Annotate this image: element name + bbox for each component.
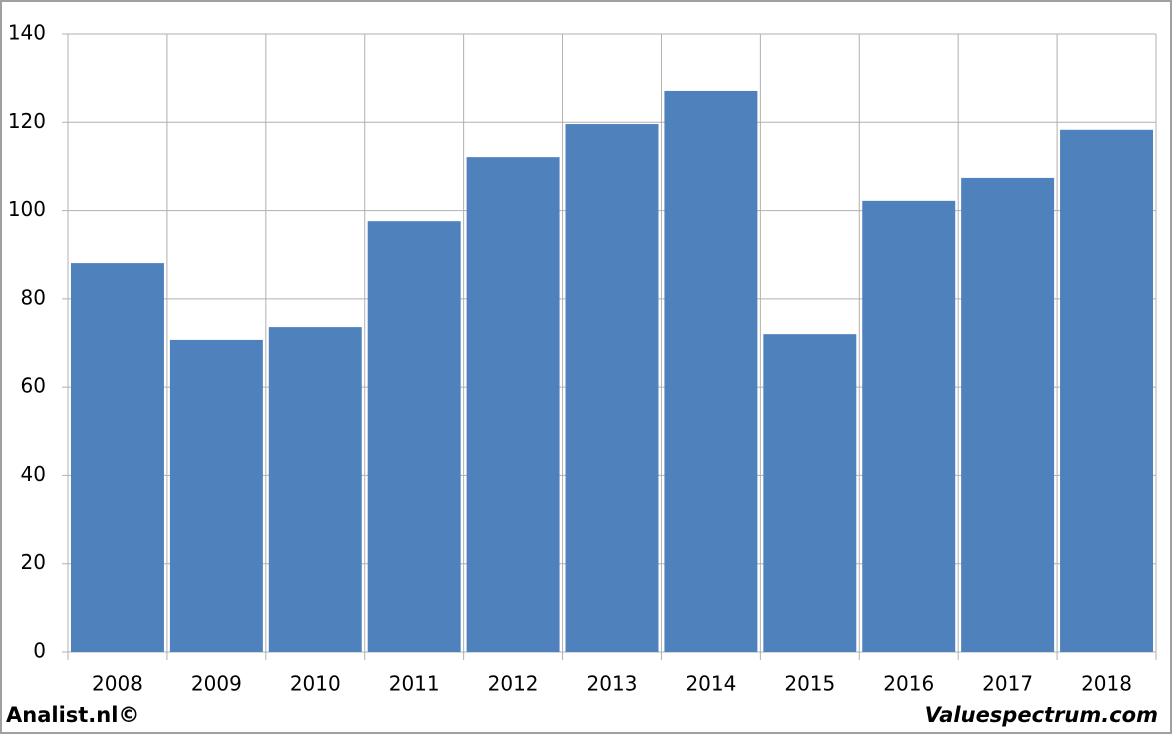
y-tick-label: 140 bbox=[8, 21, 46, 45]
bar bbox=[367, 221, 461, 652]
bar bbox=[664, 90, 758, 653]
footer-left: Analist.nl© bbox=[6, 703, 139, 727]
bar bbox=[70, 263, 164, 652]
x-tick-label: 2014 bbox=[685, 672, 736, 696]
x-tick-label: 2008 bbox=[92, 672, 143, 696]
y-tick-label: 20 bbox=[21, 550, 46, 574]
y-tick-label: 60 bbox=[21, 374, 46, 398]
bar bbox=[961, 177, 1055, 653]
x-tick-label: 2011 bbox=[389, 672, 440, 696]
bar bbox=[169, 339, 263, 652]
footer-right: Valuespectrum.com bbox=[925, 703, 1158, 727]
y-tick-label: 80 bbox=[21, 285, 46, 309]
y-tick-label: 120 bbox=[8, 109, 46, 133]
bar bbox=[862, 200, 956, 653]
x-tick-label: 2016 bbox=[883, 672, 934, 696]
x-tick-label: 2012 bbox=[488, 672, 539, 696]
y-tick-label: 0 bbox=[33, 639, 46, 663]
bar bbox=[1060, 129, 1154, 653]
y-tick-label: 40 bbox=[21, 462, 46, 486]
x-tick-label: 2009 bbox=[191, 672, 242, 696]
x-tick-label: 2013 bbox=[587, 672, 638, 696]
x-tick-label: 2017 bbox=[982, 672, 1033, 696]
y-tick-label: 100 bbox=[8, 197, 46, 221]
x-tick-label: 2015 bbox=[784, 672, 835, 696]
bar bbox=[763, 334, 857, 652]
bar bbox=[565, 124, 659, 652]
x-tick-label: 2010 bbox=[290, 672, 341, 696]
x-tick-label: 2018 bbox=[1081, 672, 1132, 696]
bar bbox=[268, 327, 362, 652]
bar bbox=[466, 157, 560, 652]
